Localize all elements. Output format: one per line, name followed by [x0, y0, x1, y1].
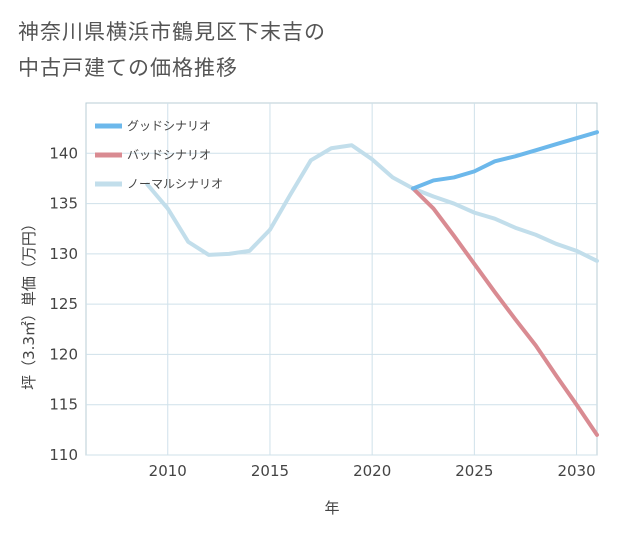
y-axis-ticks: 110 115 120 125 130 135 140: [49, 144, 78, 464]
bad-scenario-line: [411, 186, 599, 437]
y-tick-label: 125: [49, 295, 78, 313]
y-tick-label: 130: [49, 245, 78, 263]
x-tick-label: 2025: [455, 462, 493, 480]
title-line-1: 神奈川県横浜市鶴見区下末吉の: [18, 20, 326, 44]
x-tick-label: 2030: [557, 462, 595, 480]
y-tick-label: 115: [49, 396, 78, 414]
chart-title: 神奈川県横浜市鶴見区下末吉の 中古戸建ての価格推移: [18, 20, 326, 80]
y-axis-label: 坪（3.3㎡）単価（万円）: [20, 216, 38, 390]
y-tick-label: 135: [49, 195, 78, 213]
x-tick-label: 2015: [251, 462, 289, 480]
good-scenario-legend-label: グッドシナリオ: [127, 119, 211, 133]
bad-scenario-legend-label: バッドシナリオ: [127, 148, 211, 162]
x-axis-label: 年: [324, 499, 339, 517]
plot-area: [85, 102, 598, 456]
y-tick-label: 140: [49, 144, 78, 162]
good-scenario-line: [411, 130, 599, 191]
y-tick-label: 110: [49, 446, 78, 464]
y-tick-label: 120: [49, 345, 78, 363]
normal-scenario-legend-label: ノーマルシナリオ: [127, 177, 223, 191]
x-tick-label: 2020: [353, 462, 391, 480]
normal-scenario-line: [145, 143, 599, 263]
title-line-2: 中古戸建ての価格推移: [18, 56, 238, 80]
x-axis-ticks: 2010 2015 2020 2025 2030: [149, 462, 596, 480]
series-lines: [145, 130, 599, 437]
y-gridlines: [86, 152, 597, 456]
x-tick-label: 2010: [149, 462, 187, 480]
